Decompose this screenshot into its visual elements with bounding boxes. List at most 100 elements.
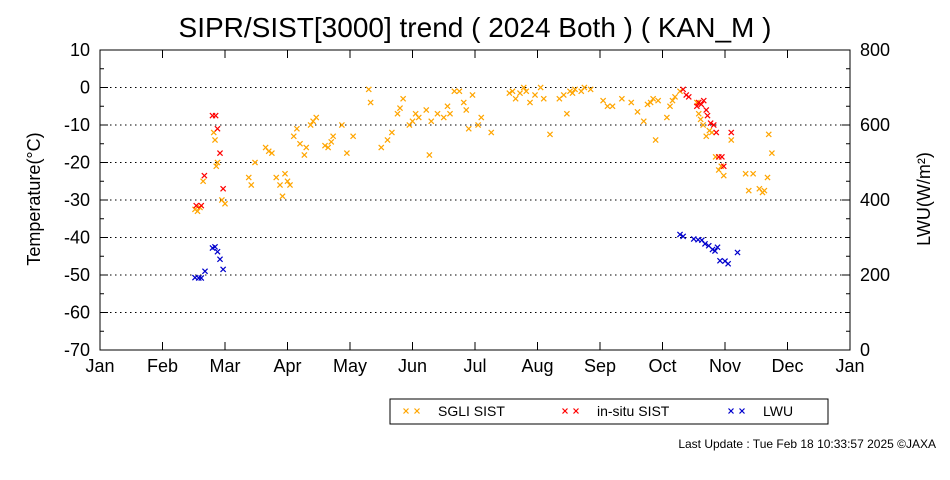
data-point-stroke — [703, 106, 710, 114]
data-point-stroke — [303, 144, 310, 151]
data-point — [426, 151, 433, 159]
y-tick-label: -50 — [64, 265, 90, 285]
data-point — [423, 106, 430, 114]
data-point — [201, 172, 208, 179]
x-tick-label: May — [333, 356, 367, 376]
data-point — [212, 112, 219, 119]
data-point-stroke — [685, 93, 692, 100]
legend: SGLI SIST in-situ SIST LWU — [389, 398, 829, 425]
data-point — [750, 170, 757, 177]
data-point — [676, 88, 684, 95]
data-point — [647, 99, 654, 106]
data-point-stroke — [652, 136, 659, 144]
chart-title: SIPR/SIST[3000] trend ( 2024 Both ) ( KA… — [179, 12, 772, 43]
data-point-stroke — [265, 148, 272, 155]
data-point — [313, 114, 320, 121]
data-point-stroke — [211, 243, 219, 250]
data-point-stroke — [650, 95, 657, 102]
data-point — [290, 133, 297, 140]
legend-label: SGLI SIST — [438, 403, 505, 419]
data-point — [693, 103, 700, 110]
x-tick-label: Jan — [85, 356, 114, 376]
data-point — [446, 110, 454, 117]
data-point-stroke — [218, 196, 225, 204]
data-point — [444, 103, 451, 110]
data-point-stroke — [279, 193, 286, 200]
data-point-stroke — [338, 121, 345, 129]
data-point — [216, 256, 224, 263]
data-point-stroke — [725, 260, 732, 267]
data-point-stroke — [214, 159, 221, 166]
data-point — [537, 84, 544, 91]
data-point-stroke — [293, 125, 300, 132]
data-point — [396, 105, 404, 112]
data-point-stroke — [604, 103, 611, 110]
data-point — [644, 101, 651, 108]
data-point — [618, 95, 625, 102]
data-point-stroke — [716, 257, 724, 264]
data-point-stroke — [745, 187, 752, 194]
data-point — [713, 129, 720, 136]
data-point — [460, 99, 467, 106]
data-point-stroke — [409, 118, 416, 125]
data-point-stroke — [600, 97, 607, 104]
data-point-stroke — [742, 170, 749, 177]
y-tick-label: 0 — [80, 78, 90, 98]
data-point — [701, 240, 709, 247]
data-point — [666, 103, 674, 110]
data-point — [265, 148, 272, 155]
data-point-stroke — [697, 116, 704, 123]
y-axis-label: Temperature(°C) — [24, 132, 44, 265]
data-point — [587, 86, 594, 93]
data-point-stroke — [618, 95, 625, 102]
data-point-stroke — [367, 99, 374, 106]
data-point-stroke — [321, 142, 329, 149]
data-point — [652, 136, 659, 144]
data-point-stroke — [396, 105, 404, 112]
y-tick-label: -40 — [64, 228, 90, 248]
data-point-stroke — [680, 233, 687, 240]
data-point-stroke — [537, 84, 544, 91]
y-tick-label: -20 — [64, 153, 90, 173]
data-point-stroke — [201, 172, 208, 179]
data-point — [220, 185, 227, 192]
data-point — [193, 202, 200, 209]
data-point-stroke — [465, 125, 472, 132]
legend-box — [389, 398, 829, 425]
data-point — [715, 166, 722, 174]
data-point-stroke — [384, 136, 391, 144]
data-point-stroke — [423, 106, 430, 114]
data-point-stroke — [212, 112, 219, 119]
data-point — [273, 174, 280, 181]
last-update-footer: Last Update : Tue Feb 18 10:33:57 2025 ©… — [678, 437, 936, 451]
data-point-stroke — [201, 268, 209, 275]
data-point — [245, 174, 252, 181]
data-point-stroke — [669, 97, 676, 104]
data-point-stroke — [343, 150, 350, 157]
x-tick-label: Dec — [771, 356, 803, 376]
data-point — [456, 88, 463, 95]
data-point-stroke — [647, 99, 654, 106]
data-point — [523, 88, 530, 95]
data-point — [716, 257, 724, 264]
data-point — [609, 103, 616, 110]
data-point — [276, 181, 284, 189]
data-point-stroke — [750, 170, 757, 177]
data-point — [676, 231, 684, 238]
y2-tick-label: 600 — [860, 115, 890, 135]
data-point-stroke — [560, 91, 567, 99]
data-point-stroke — [509, 88, 516, 95]
x-tick-label: Nov — [709, 356, 741, 376]
x-tick-label: Feb — [147, 356, 178, 376]
data-point — [463, 106, 470, 114]
legend-marker-stroke — [562, 408, 568, 414]
legend-marker — [739, 408, 745, 414]
data-point-stroke — [628, 99, 635, 106]
data-point — [708, 129, 715, 136]
data-point — [268, 150, 275, 157]
data-point-stroke — [715, 166, 722, 174]
data-point-stroke — [213, 163, 220, 170]
legend-marker — [728, 408, 734, 414]
data-point — [251, 159, 259, 166]
x-axis: Jan Feb Mar Apr May Jun Jul Aug Sep Oct Nov Dec Jan — [85, 50, 865, 376]
